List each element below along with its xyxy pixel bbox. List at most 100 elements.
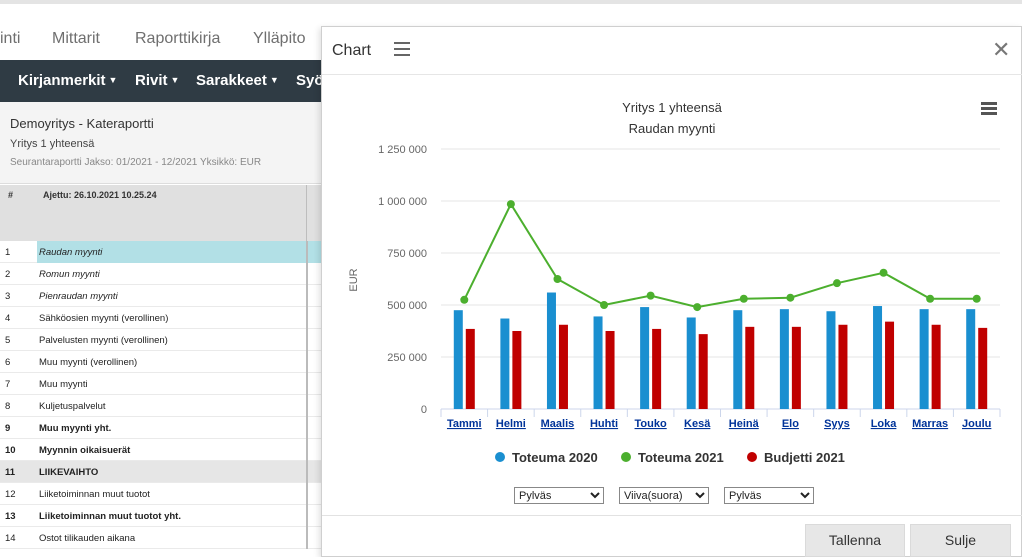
chart-context-menu-icon[interactable] [981, 102, 997, 116]
grid-header: # Ajettu: 26.10.2021 10.25.24 [0, 185, 322, 241]
bar-toteuma-2020[interactable] [500, 318, 510, 409]
row-label: Liiketoiminnan muut tuotot [39, 489, 150, 500]
close-button[interactable]: Sulje [910, 524, 1011, 557]
table-row[interactable]: 10 Myynnin oikaisuerät [0, 439, 322, 461]
bar-budjetti-2021[interactable] [465, 328, 475, 409]
table-row[interactable]: 12 Liiketoiminnan muut tuotot [0, 483, 322, 505]
table-row[interactable]: 14 Ostot tilikauden aikana [0, 527, 322, 549]
x-tick-label[interactable]: Loka [871, 418, 898, 430]
point-toteuma-2021[interactable] [879, 268, 888, 277]
bar-budjetti-2021[interactable] [698, 334, 708, 409]
bar-budjetti-2021[interactable] [838, 324, 848, 409]
bar-toteuma-2020[interactable] [733, 310, 743, 409]
legend-label[interactable]: Toteuma 2020 [512, 450, 598, 465]
legend-label[interactable]: Toteuma 2021 [638, 450, 724, 465]
point-toteuma-2021[interactable] [553, 275, 562, 283]
dialog-title: Chart [332, 42, 372, 59]
x-tick-label[interactable]: Marras [912, 418, 948, 430]
legend-label[interactable]: Budjetti 2021 [764, 450, 845, 465]
hamburger-menu-icon[interactable] [394, 42, 410, 56]
bar-budjetti-2021[interactable] [652, 328, 662, 409]
y-tick-label: 750 000 [387, 248, 427, 260]
x-tick-label[interactable]: Syys [824, 418, 850, 430]
row-label: Ostot tilikauden aikana [39, 533, 136, 544]
save-button[interactable]: Tallenna [805, 524, 905, 557]
bar-toteuma-2020[interactable] [873, 306, 883, 409]
row-label: Raudan myynti [39, 247, 103, 258]
run-timestamp: Ajettu: 26.10.2021 10.25.24 [43, 190, 157, 200]
point-toteuma-2021[interactable] [460, 295, 469, 304]
x-tick-label[interactable]: Helmi [496, 418, 526, 430]
point-toteuma-2021[interactable] [832, 279, 841, 288]
table-row[interactable]: 11 LIIKEVAIHTO [0, 461, 322, 483]
x-tick-label[interactable]: Kesä [684, 418, 711, 430]
point-toteuma-2021[interactable] [926, 294, 935, 303]
bar-budjetti-2021[interactable] [885, 321, 895, 409]
bar-toteuma-2020[interactable] [686, 317, 696, 409]
chart-title: Yritys 1 yhteensä [622, 100, 722, 115]
row-label: Pienraudan myynti [39, 291, 118, 302]
column-divider [306, 307, 308, 329]
bar-budjetti-2021[interactable] [978, 327, 988, 409]
x-tick-label[interactable]: Tammi [447, 418, 482, 430]
x-tick-label[interactable]: Touko [635, 418, 667, 430]
nav-tab-yllapito[interactable]: Ylläpito [253, 30, 306, 47]
bookmarks-menu[interactable]: Kirjanmerkit ▼ [18, 72, 117, 89]
table-row[interactable]: 3 Pienraudan myynti [0, 285, 322, 307]
bar-toteuma-2020[interactable] [779, 309, 789, 409]
point-toteuma-2021[interactable] [786, 293, 795, 302]
table-row[interactable]: 8 Kuljetuspalvelut [0, 395, 322, 417]
bar-toteuma-2020[interactable] [453, 310, 463, 409]
column-divider [306, 395, 308, 417]
table-row[interactable]: 7 Muu myynti [0, 373, 322, 395]
legend-marker[interactable] [495, 452, 505, 462]
bar-toteuma-2020[interactable] [546, 292, 556, 409]
nav-tab-mittarit[interactable]: Mittarit [52, 30, 100, 47]
bar-toteuma-2020[interactable] [826, 311, 836, 409]
x-tick-label[interactable]: Huhti [590, 418, 618, 430]
bar-budjetti-2021[interactable] [605, 331, 615, 409]
x-tick-label[interactable]: Joulu [962, 418, 991, 430]
row-number: 13 [5, 511, 16, 522]
point-toteuma-2021[interactable] [506, 200, 515, 209]
rows-menu[interactable]: Rivit ▼ [135, 72, 179, 89]
table-row[interactable]: 6 Muu myynti (verollinen) [0, 351, 322, 373]
table-row[interactable]: 9 Muu myynti yht. [0, 417, 322, 439]
table-row[interactable]: 13 Liiketoiminnan muut tuotot yht. [0, 505, 322, 527]
bar-toteuma-2020[interactable] [593, 316, 603, 409]
nav-tab-0[interactable]: inti [0, 30, 21, 47]
close-icon[interactable]: ✕ [992, 37, 1011, 62]
table-row[interactable]: 1 Raudan myynti [0, 241, 322, 263]
bar-toteuma-2020[interactable] [966, 309, 976, 409]
table-row[interactable]: 4 Sähköosien myynti (verollinen) [0, 307, 322, 329]
report-subtitle: Yritys 1 yhteensä [10, 138, 95, 150]
x-tick-label[interactable]: Maalis [541, 418, 575, 430]
line-toteuma-2021 [463, 202, 977, 309]
nav-tab-raporttikirja[interactable]: Raporttikirja [135, 30, 221, 47]
report-toolbar: Kirjanmerkit ▼ Rivit ▼ Sarakkeet ▼ Syö [0, 60, 322, 102]
bar-toteuma-2020[interactable] [919, 309, 929, 409]
point-toteuma-2021[interactable] [739, 294, 748, 303]
x-tick-label[interactable]: Elo [782, 418, 799, 430]
point-toteuma-2021[interactable] [972, 294, 981, 303]
legend-marker[interactable] [621, 452, 631, 462]
bar-budjetti-2021[interactable] [512, 331, 522, 409]
point-toteuma-2021[interactable] [646, 291, 655, 300]
point-toteuma-2021[interactable] [693, 303, 702, 312]
bar-toteuma-2020[interactable] [640, 307, 650, 409]
input-menu[interactable]: Syö [296, 72, 322, 89]
table-row[interactable]: 2 Romun myynti [0, 263, 322, 285]
bar-budjetti-2021[interactable] [931, 324, 941, 409]
point-toteuma-2021[interactable] [600, 301, 609, 309]
columns-menu[interactable]: Sarakkeet ▼ [196, 72, 279, 89]
legend-marker[interactable] [747, 452, 757, 462]
bar-budjetti-2021[interactable] [791, 326, 801, 409]
bar-budjetti-2021[interactable] [745, 326, 755, 409]
bar-budjetti-2021[interactable] [558, 324, 568, 409]
x-tick-label[interactable]: Heinä [729, 418, 760, 430]
caret-down-icon: ▼ [108, 75, 118, 85]
table-row[interactable]: 5 Palvelusten myynti (verollinen) [0, 329, 322, 351]
